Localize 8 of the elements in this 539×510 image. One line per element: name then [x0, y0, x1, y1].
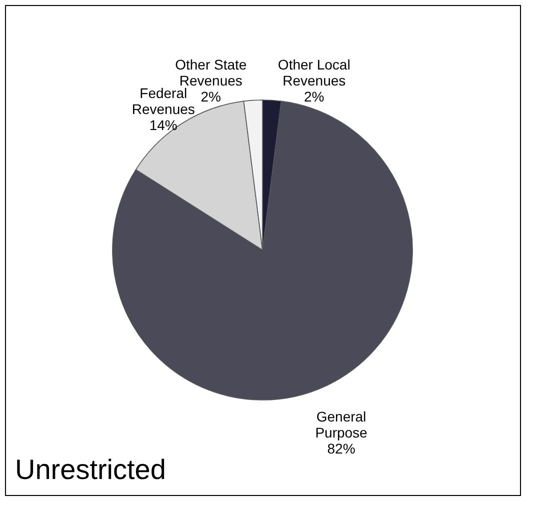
text: Unrestricted [15, 454, 166, 485]
data-label: 82% [327, 440, 356, 456]
pie-slice [112, 100, 413, 400]
slice-label: General Purpose [315, 408, 368, 440]
data-label: 14% [149, 116, 178, 133]
slice-label: Other Local Revenues [278, 56, 350, 88]
data-label: 2% [304, 88, 324, 104]
data-label: 2% [200, 88, 221, 104]
